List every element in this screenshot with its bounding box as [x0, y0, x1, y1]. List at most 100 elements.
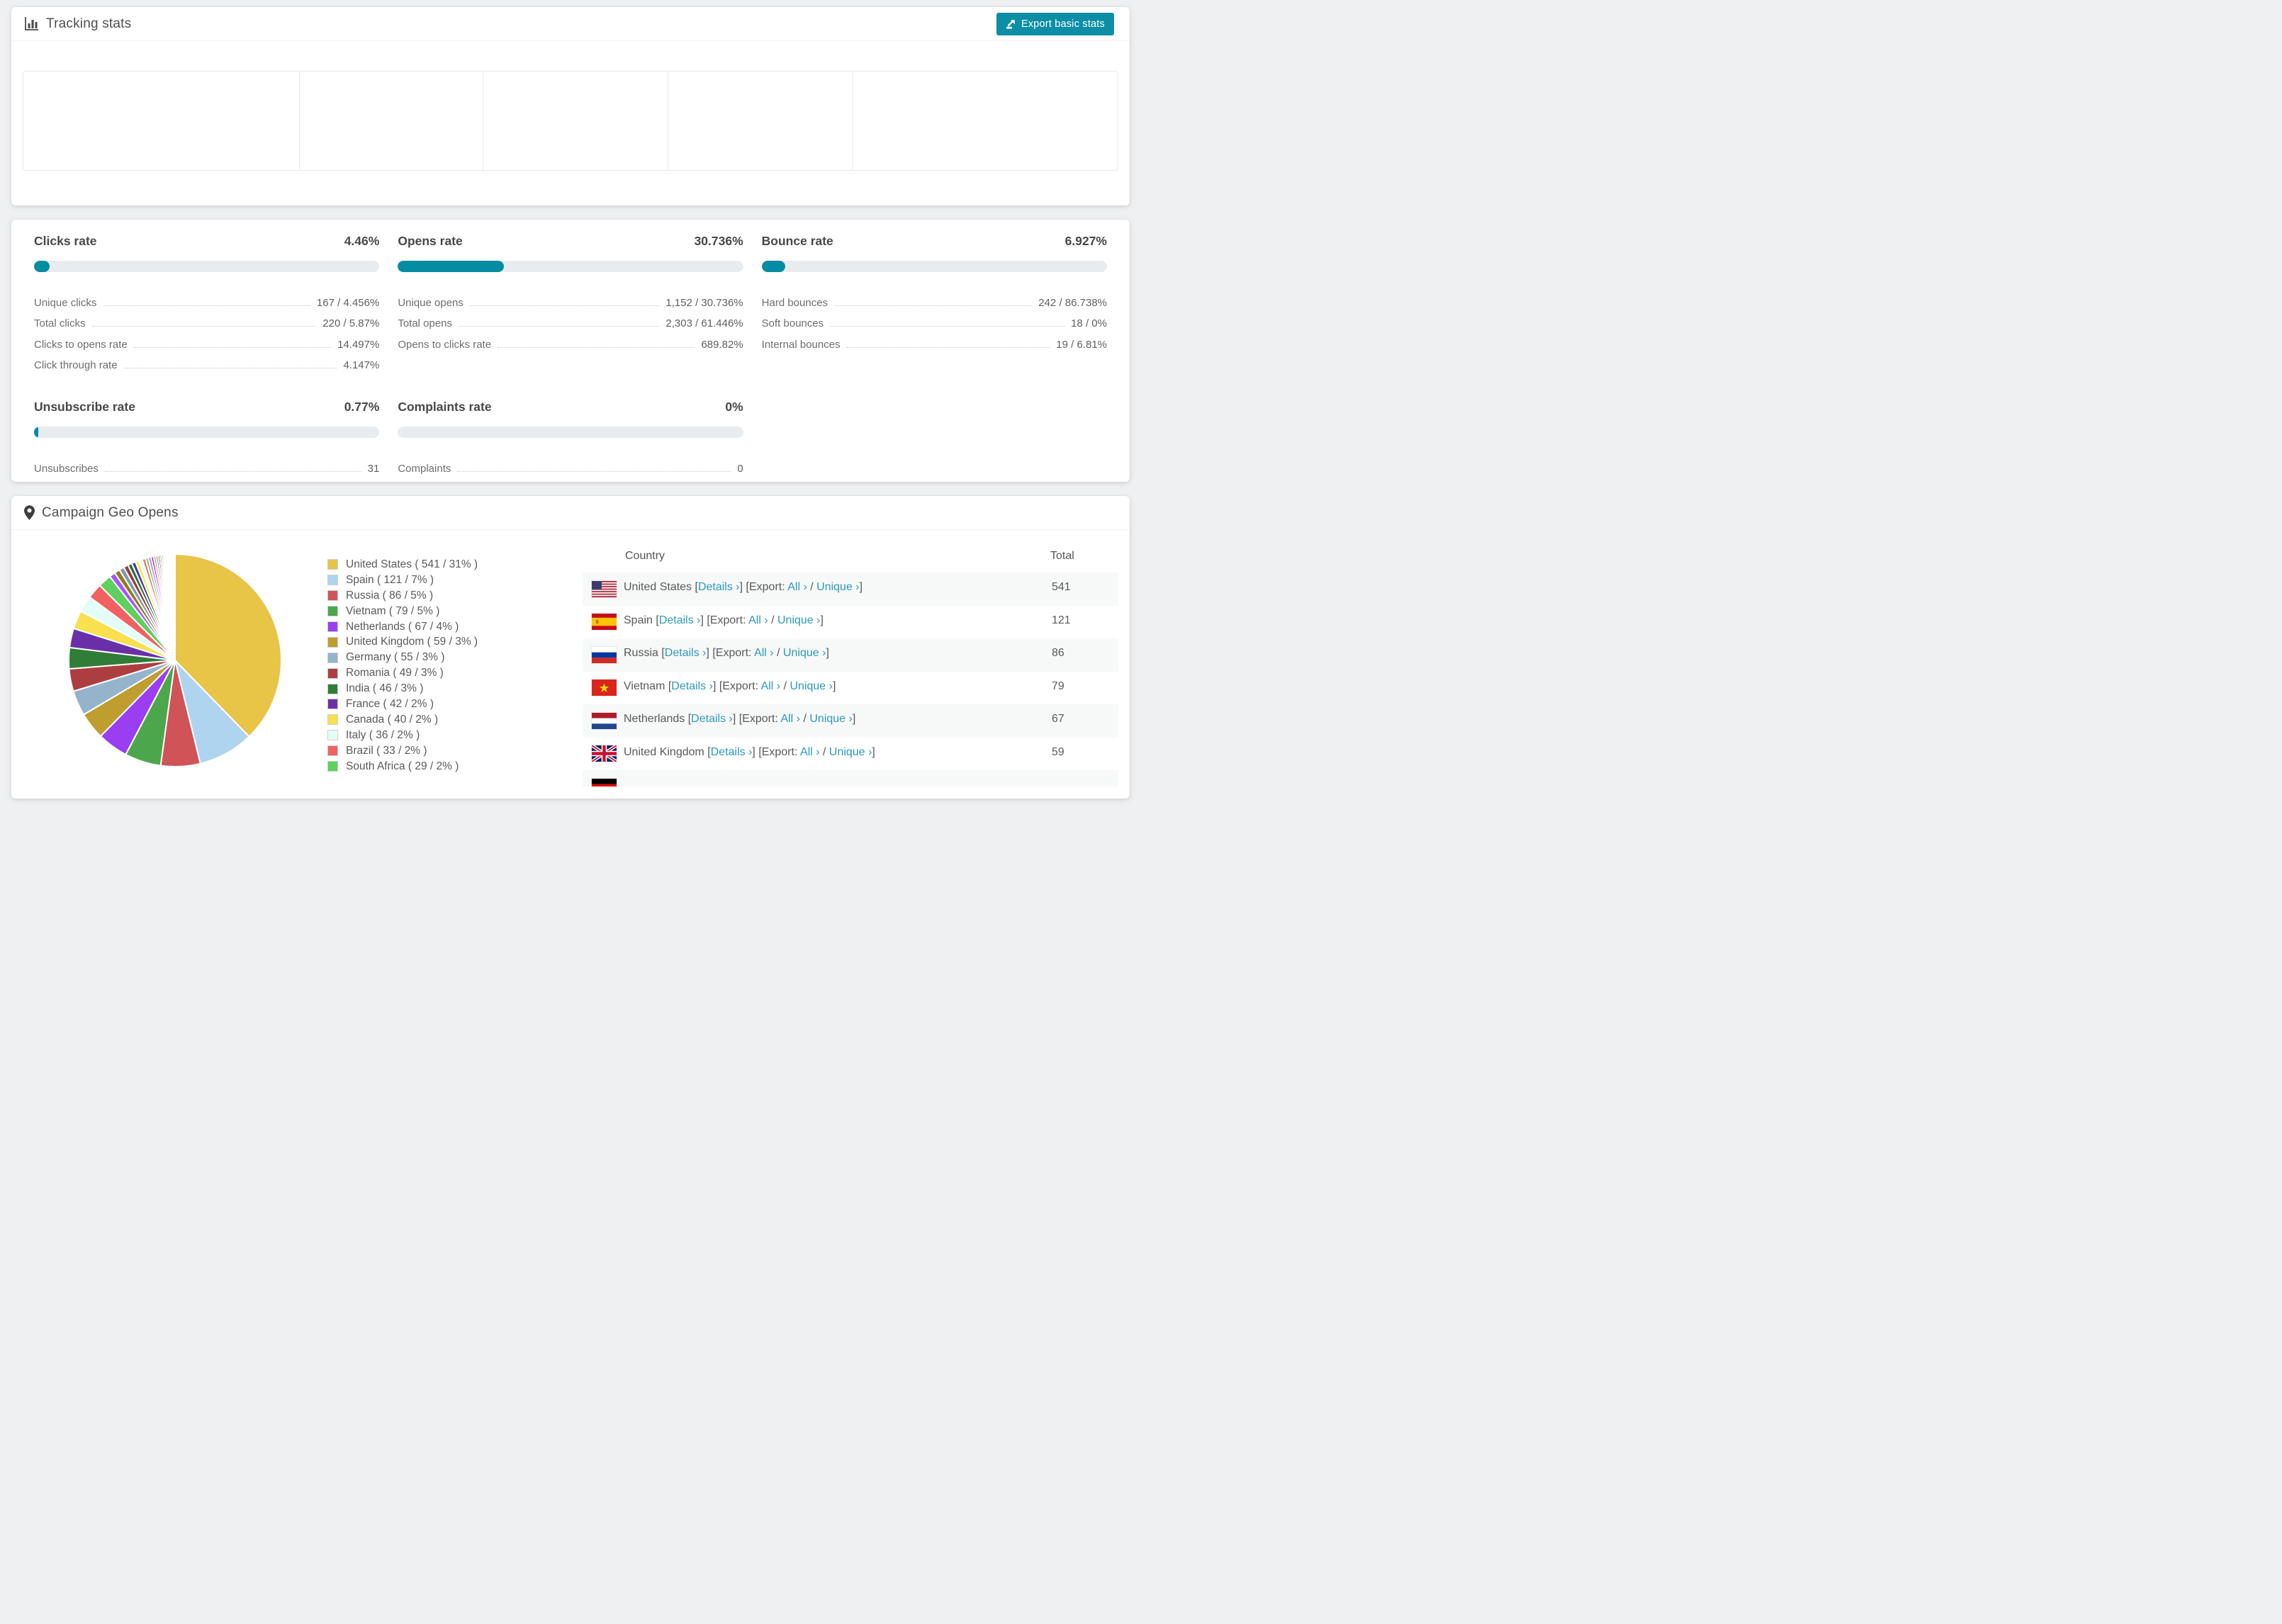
legend-swatch	[327, 761, 338, 772]
legend-swatch	[327, 745, 338, 757]
legend-label: Germany ( 55 / 3% )	[346, 651, 445, 664]
legend-item: Germany ( 55 / 3% )	[327, 650, 583, 665]
export-basic-stats-button[interactable]: Export basic stats	[996, 13, 1114, 35]
rate-title: Bounce rate	[761, 234, 833, 248]
flag-us-icon	[592, 580, 617, 597]
rate-value: 4.46%	[344, 234, 380, 248]
export-all-link[interactable]: All ›	[754, 647, 774, 659]
dotted-leader	[459, 326, 660, 327]
export-unique-link[interactable]: Unique ›	[789, 680, 833, 692]
legend-label: France ( 42 / 2% )	[346, 697, 434, 710]
legend-swatch	[327, 621, 338, 632]
rate-value: 0%	[725, 400, 743, 414]
pie-slice	[174, 553, 282, 738]
geo-row-text: Vietnam [Details ›] [Export: All › / Uni…	[624, 680, 836, 692]
rate-title: Clicks rate	[34, 234, 97, 248]
legend-item: India ( 46 / 3% )	[327, 681, 583, 697]
geo-row-text: United Kingdom [Details ›] [Export: All …	[624, 745, 875, 758]
bar-chart-icon	[24, 16, 39, 31]
dotted-leader	[498, 346, 695, 348]
legend-label: Vietnam ( 79 / 5% )	[346, 604, 440, 617]
geo-body: United States ( 541 / 31% ) Spain ( 121 …	[11, 530, 1130, 786]
stat-box-complaints	[668, 72, 851, 170]
rate-row: Unique opens 1,152 / 30.736%	[398, 296, 743, 309]
column-country: Country	[625, 550, 665, 562]
flag-ru-icon	[592, 646, 617, 663]
legend-swatch	[327, 683, 338, 694]
rate-value: 0.77%	[344, 400, 380, 414]
rate-row: Soft bounces 18 / 0%	[761, 317, 1107, 329]
export-unique-link[interactable]: Unique ›	[777, 614, 821, 626]
legend-label: Spain ( 121 / 7% )	[346, 573, 434, 586]
geo-pie-chart	[68, 553, 282, 767]
legend-swatch	[327, 559, 338, 570]
export-unique-link[interactable]: Unique ›	[816, 581, 860, 593]
legend-swatch	[327, 730, 338, 741]
export-all-link[interactable]: All ›	[780, 713, 801, 725]
progress-bar	[398, 261, 743, 272]
geo-row-total: 121	[1052, 614, 1071, 626]
legend-label: Romania ( 49 / 3% )	[346, 667, 444, 680]
dotted-leader	[103, 305, 310, 306]
rates-grid: Clicks rate 4.46% Unique clicks 167 / 4.…	[11, 220, 1130, 475]
export-all-link[interactable]: All ›	[787, 581, 807, 593]
export-unique-link[interactable]: Unique ›	[828, 745, 872, 758]
legend-label: Canada ( 40 / 2% )	[346, 713, 439, 726]
export-all-link[interactable]: All ›	[748, 614, 768, 626]
details-link[interactable]: Details ›	[658, 614, 701, 626]
geo-pie-wrap	[23, 530, 327, 786]
dotted-leader	[133, 346, 332, 348]
geo-table-row-partial	[583, 770, 1118, 786]
dotted-leader	[457, 470, 731, 472]
geo-row-total: 86	[1052, 647, 1064, 659]
rate-row: Hard bounces 242 / 86.738%	[761, 296, 1107, 309]
geo-table-row: Spain [Details ›] [Export: All › / Uniqu…	[583, 606, 1118, 639]
legend-item: South Africa ( 29 / 2% )	[327, 759, 583, 774]
legend-swatch	[327, 699, 338, 710]
geo-row-text: Netherlands [Details ›] [Export: All › /…	[624, 713, 856, 725]
rates-card: Clicks rate 4.46% Unique clicks 167 / 4.…	[11, 220, 1130, 482]
legend-item: Italy ( 36 / 2% )	[327, 728, 583, 743]
stat-box-clicks	[299, 72, 483, 170]
rate-row: Unique clicks 167 / 4.456%	[34, 296, 380, 309]
details-link[interactable]: Details ›	[691, 713, 733, 725]
legend-label: Russia ( 86 / 5% )	[346, 589, 434, 602]
geo-header: Campaign Geo Opens	[11, 496, 1130, 530]
details-link[interactable]: Details ›	[710, 745, 753, 758]
geo-table-row: Netherlands [Details ›] [Export: All › /…	[583, 704, 1118, 738]
legend-item: Netherlands ( 67 / 4% )	[327, 619, 583, 635]
rate-block-unsubscribe-rate: Unsubscribe rate 0.77% Unsubscribes 31	[34, 400, 380, 475]
geo-table: Country Total United States [Details ›] …	[583, 540, 1118, 786]
export-all-link[interactable]: All ›	[760, 680, 781, 692]
legend-swatch	[327, 590, 338, 602]
legend-label: India ( 46 / 3% )	[346, 682, 424, 695]
legend-swatch	[327, 606, 338, 617]
rate-row: Opens to clicks rate 689.82%	[398, 338, 743, 351]
legend-swatch	[327, 575, 338, 586]
legend-swatch	[327, 667, 338, 679]
rate-row: Complaints 0	[398, 462, 743, 475]
legend-item: United Kingdom ( 59 / 3% )	[327, 634, 583, 650]
rate-value: 30.736%	[694, 234, 743, 248]
legend-label: South Africa ( 29 / 2% )	[346, 760, 459, 772]
geo-row-total: 59	[1052, 745, 1064, 758]
page: Tracking stats Export basic stats	[0, 0, 1141, 812]
geo-table-row: United States [Details ›] [Export: All ›…	[583, 573, 1118, 606]
geo-row-text: Spain [Details ›] [Export: All › / Uniqu…	[624, 614, 824, 626]
rate-row: Total clicks 220 / 5.87%	[34, 317, 380, 329]
legend-item: Vietnam ( 79 / 5% )	[327, 604, 583, 619]
details-link[interactable]: Details ›	[697, 581, 740, 593]
legend-item: Romania ( 49 / 3% )	[327, 665, 583, 681]
export-unique-link[interactable]: Unique ›	[809, 713, 853, 725]
progress-bar	[34, 427, 380, 438]
rate-block-clicks-rate: Clicks rate 4.46% Unique clicks 167 / 4.…	[34, 234, 380, 371]
details-link[interactable]: Details ›	[671, 680, 713, 692]
export-all-link[interactable]: All ›	[800, 745, 820, 758]
export-unique-link[interactable]: Unique ›	[782, 647, 826, 659]
dotted-leader	[830, 326, 1065, 327]
details-link[interactable]: Details ›	[664, 647, 707, 659]
legend-item: Russia ( 86 / 5% )	[327, 588, 583, 604]
stat-box-opens	[23, 72, 299, 170]
dotted-leader	[104, 470, 361, 472]
geo-title: Campaign Geo Opens	[42, 504, 179, 520]
